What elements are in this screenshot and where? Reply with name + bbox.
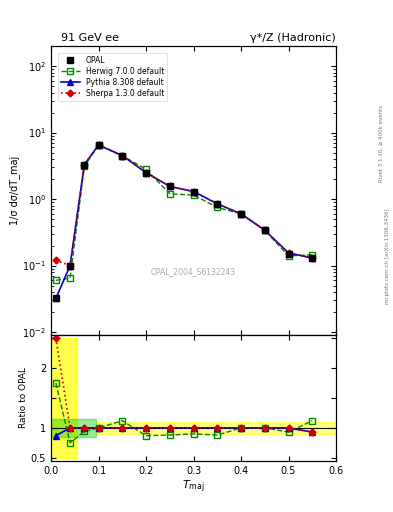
Legend: OPAL, Herwig 7.0.0 default, Pythia 8.308 default, Sherpa 1.3.0 default: OPAL, Herwig 7.0.0 default, Pythia 8.308… [58, 53, 167, 101]
Pythia 8.308 default [191, 188, 196, 195]
Text: γ*/Z (Hadronic): γ*/Z (Hadronic) [250, 33, 336, 44]
OPAL [310, 255, 315, 261]
Sherpa 1.3.0 default [96, 142, 101, 148]
Text: 91 GeV ee: 91 GeV ee [61, 33, 119, 44]
Sherpa 1.3.0 default [120, 153, 125, 159]
Sherpa 1.3.0 default [191, 188, 196, 195]
Text: Rivet 3.1.10, ≥ 400k events: Rivet 3.1.10, ≥ 400k events [379, 105, 384, 182]
Y-axis label: 1/σ dσ/dT_maj: 1/σ dσ/dT_maj [9, 156, 20, 225]
Sherpa 1.3.0 default [286, 250, 291, 256]
Line: Herwig 7.0.0 default: Herwig 7.0.0 default [53, 142, 315, 283]
Herwig 7.0.0 default [239, 211, 243, 217]
OPAL [239, 211, 243, 217]
X-axis label: $T_\mathrm{maj}$: $T_\mathrm{maj}$ [182, 478, 205, 495]
Pythia 8.308 default [167, 183, 172, 189]
Pythia 8.308 default [215, 201, 220, 207]
OPAL [68, 263, 72, 269]
Herwig 7.0.0 default [53, 278, 58, 284]
Bar [51, 419, 96, 437]
Text: OPAL_2004_S6132243: OPAL_2004_S6132243 [151, 267, 236, 276]
Sherpa 1.3.0 default [215, 201, 220, 207]
OPAL [215, 201, 220, 207]
Herwig 7.0.0 default [68, 275, 72, 281]
Herwig 7.0.0 default [82, 163, 87, 169]
Sherpa 1.3.0 default [82, 162, 87, 168]
Text: mcplots.cern.ch [arXiv:1306.3436]: mcplots.cern.ch [arXiv:1306.3436] [385, 208, 389, 304]
Bar [51, 338, 77, 458]
OPAL [96, 142, 101, 148]
Sherpa 1.3.0 default [239, 211, 243, 217]
OPAL [144, 169, 149, 176]
Herwig 7.0.0 default [96, 142, 101, 148]
Pythia 8.308 default [286, 250, 291, 256]
Pythia 8.308 default [68, 263, 72, 269]
OPAL [191, 188, 196, 195]
Herwig 7.0.0 default [310, 252, 315, 258]
Bar [96, 422, 336, 434]
Herwig 7.0.0 default [144, 166, 149, 173]
Pythia 8.308 default [239, 211, 243, 217]
Line: Pythia 8.308 default: Pythia 8.308 default [53, 142, 316, 302]
Herwig 7.0.0 default [263, 227, 267, 233]
Line: OPAL: OPAL [52, 141, 316, 302]
OPAL [167, 183, 172, 189]
OPAL [286, 251, 291, 257]
Sherpa 1.3.0 default [263, 227, 267, 233]
Y-axis label: Ratio to OPAL: Ratio to OPAL [19, 368, 28, 429]
Pythia 8.308 default [82, 162, 87, 168]
Sherpa 1.3.0 default [53, 257, 58, 263]
Sherpa 1.3.0 default [167, 183, 172, 189]
Pythia 8.308 default [120, 153, 125, 159]
Sherpa 1.3.0 default [144, 169, 149, 176]
Line: Sherpa 1.3.0 default: Sherpa 1.3.0 default [53, 143, 315, 268]
Herwig 7.0.0 default [120, 153, 125, 159]
Pythia 8.308 default [263, 227, 267, 233]
OPAL [120, 153, 125, 159]
Pythia 8.308 default [96, 142, 101, 148]
Herwig 7.0.0 default [191, 192, 196, 198]
Herwig 7.0.0 default [215, 204, 220, 210]
Pythia 8.308 default [310, 255, 315, 261]
Herwig 7.0.0 default [286, 253, 291, 259]
OPAL [82, 162, 87, 168]
Pythia 8.308 default [144, 169, 149, 176]
Sherpa 1.3.0 default [68, 263, 72, 269]
Pythia 8.308 default [53, 295, 58, 302]
Herwig 7.0.0 default [167, 191, 172, 197]
OPAL [263, 227, 267, 233]
Sherpa 1.3.0 default [310, 255, 315, 261]
OPAL [53, 295, 58, 302]
